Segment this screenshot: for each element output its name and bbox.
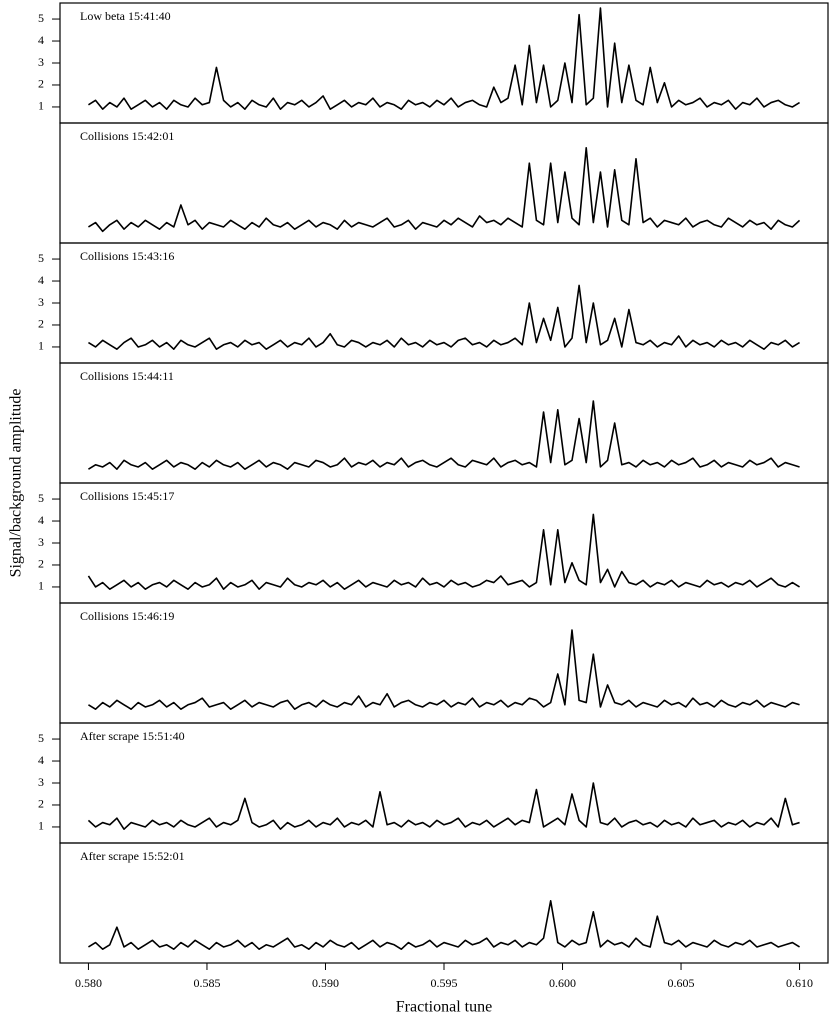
- x-axis-title: Fractional tune: [396, 999, 492, 1016]
- y-tick-label: 4: [38, 273, 44, 287]
- y-tick-label: 5: [38, 11, 44, 25]
- panel-frame: [59, 242, 829, 364]
- spectrum-line: [88, 900, 800, 950]
- y-tick-label: 4: [38, 513, 44, 527]
- x-tick-label: 0.605: [668, 976, 695, 990]
- y-tick-label: 1: [38, 819, 44, 833]
- panel-label: Collisions 15:43:16: [80, 249, 174, 263]
- spectrum-line: [88, 400, 800, 470]
- y-tick-label: 3: [38, 775, 44, 789]
- y-tick-label: 2: [38, 557, 44, 571]
- y-tick-label: 3: [38, 295, 44, 309]
- spectrum-line: [88, 629, 800, 710]
- x-tick-label: 0.610: [786, 976, 813, 990]
- panel-frame: [59, 362, 829, 484]
- y-tick-label: 2: [38, 317, 44, 331]
- y-axis-title: Signal/background amplitude: [8, 389, 25, 578]
- y-tick-label: 3: [38, 55, 44, 69]
- y-tick-label: 2: [38, 77, 44, 91]
- panel-frame: [59, 482, 829, 604]
- y-tick-label: 4: [38, 753, 44, 767]
- x-tick-label: 0.600: [549, 976, 576, 990]
- panel-label: Collisions 15:44:11: [80, 369, 174, 383]
- panel-frame: [59, 602, 829, 724]
- y-tick-label: 5: [38, 251, 44, 265]
- x-tick-label: 0.590: [312, 976, 339, 990]
- panel-label: After scrape 15:51:40: [80, 729, 185, 743]
- y-tick-label: 5: [38, 731, 44, 745]
- panel-label: Collisions 15:42:01: [80, 129, 174, 143]
- x-tick-label: 0.595: [431, 976, 458, 990]
- panel-label: Low beta 15:41:40: [80, 9, 171, 23]
- spectrum-line: [88, 7, 800, 110]
- y-tick-label: 1: [38, 579, 44, 593]
- spectrum-line: [88, 147, 801, 233]
- y-tick-label: 2: [38, 797, 44, 811]
- x-tick-label: 0.580: [75, 976, 102, 990]
- y-tick-label: 3: [38, 535, 44, 549]
- y-tick-label: 5: [38, 491, 44, 505]
- y-tick-label: 4: [38, 33, 44, 47]
- x-tick-label: 0.585: [193, 976, 220, 990]
- y-tick-label: 1: [38, 339, 44, 353]
- panel-label: After scrape 15:52:01: [80, 849, 185, 863]
- spectrum-line: [87, 782, 800, 830]
- spectrum-line: [88, 284, 800, 350]
- panel-label: Collisions 15:46:19: [80, 609, 174, 623]
- panel-label: Collisions 15:45:17: [80, 489, 174, 503]
- spectrum-line: [87, 513, 800, 590]
- y-tick-label: 1: [38, 99, 44, 113]
